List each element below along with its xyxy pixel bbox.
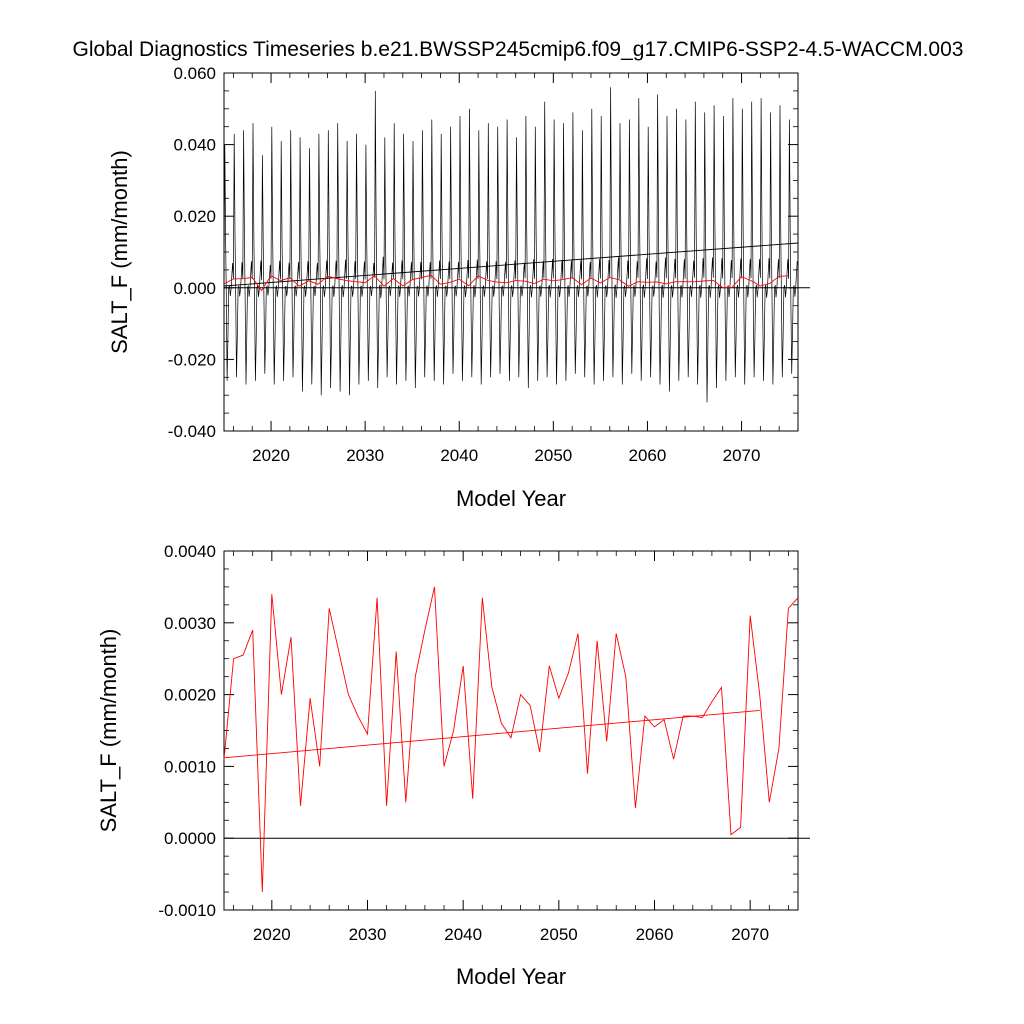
x-tick-label: 2070 xyxy=(731,925,769,944)
y-axis-label: SALT_F (mm/month) xyxy=(96,629,121,833)
y-tick-label: -0.020 xyxy=(168,350,216,369)
x-axis-label: Model Year xyxy=(456,964,566,989)
y-tick-label: -0.040 xyxy=(168,422,216,441)
top-chart: 2020 2030 2040 2050 2060 2070 -0.040 -0.020 0.00… xyxy=(107,64,810,511)
x-tick-label: 2040 xyxy=(444,925,482,944)
x-axis-label: Model Year xyxy=(456,486,566,511)
y-tick-label: 0.0040 xyxy=(164,542,216,561)
y-tick-label: 0.0020 xyxy=(164,686,216,705)
y-tick-label: 0.040 xyxy=(173,136,216,155)
plot-frame xyxy=(223,550,799,911)
red-trend-line xyxy=(223,709,760,759)
x-tick-label: 2040 xyxy=(440,446,478,465)
y-tick-label: 0.020 xyxy=(173,207,216,226)
x-tick-label: 2060 xyxy=(636,925,674,944)
x-tick-label: 2030 xyxy=(349,925,387,944)
y-tick-label: -0.0010 xyxy=(158,901,216,920)
x-tick-label: 2050 xyxy=(534,446,572,465)
x-tick-label: 2060 xyxy=(629,446,667,465)
bottom-chart: 2020 2030 2040 2050 2060 2070 -0.0010 0.0000 0.0… xyxy=(96,542,810,989)
red-annual-line xyxy=(223,586,799,893)
y-tick-label: 0.0030 xyxy=(164,614,216,633)
x-tick-label: 2030 xyxy=(346,446,384,465)
x-tick-label: 2050 xyxy=(540,925,578,944)
x-tick-label: 2020 xyxy=(253,925,291,944)
y-tick-label: 0.060 xyxy=(173,64,216,83)
red-annual-line xyxy=(223,274,789,292)
x-tick-label: 2070 xyxy=(723,446,761,465)
black-monthly-line xyxy=(223,87,798,403)
y-axis-label: SALT_F (mm/month) xyxy=(107,150,132,354)
black-trend-line xyxy=(223,242,799,287)
figure-title: Global Diagnostics Timeseries b.e21.BWSS… xyxy=(73,38,964,61)
y-tick-label: 0.0000 xyxy=(164,829,216,848)
x-tick-label: 2020 xyxy=(252,446,290,465)
y-tick-label: 0.000 xyxy=(173,279,216,298)
y-tick-label: 0.0010 xyxy=(164,757,216,776)
